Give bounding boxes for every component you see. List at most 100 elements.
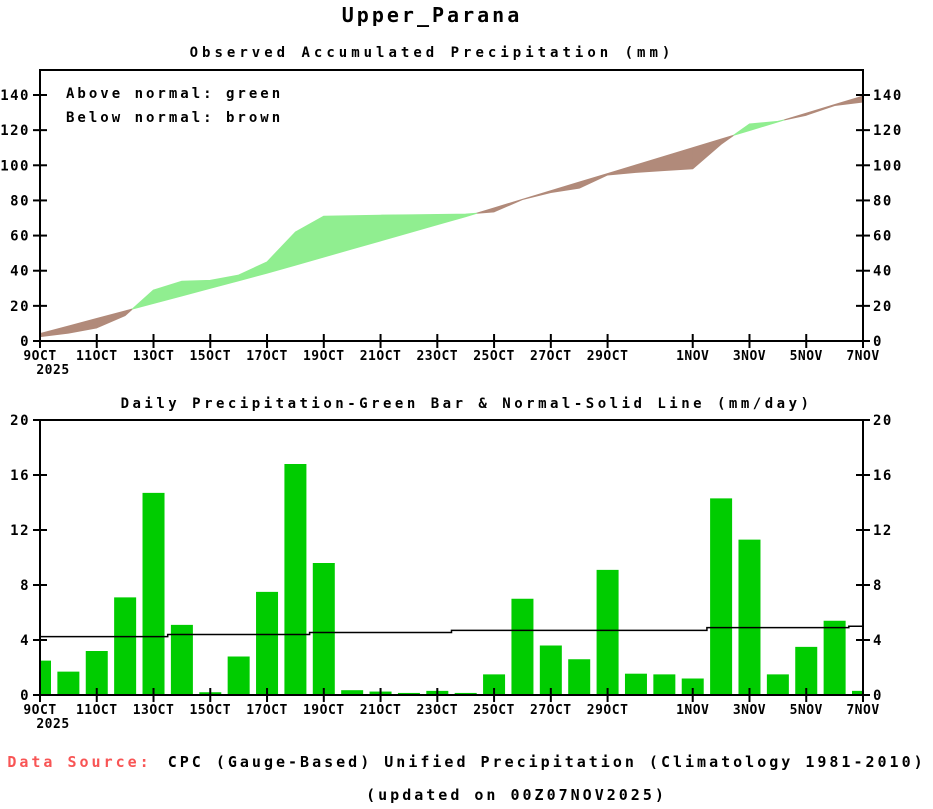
top-xlabel: 7NOV (846, 349, 879, 364)
precip-bar-2NOV (710, 498, 733, 695)
top-xlabel: 5NOV (790, 349, 823, 364)
plot-frame (39, 419, 864, 696)
top-chart-title: Observed Accumulated Precipitation (mm) (189, 45, 675, 61)
top-xlabel: 25OCT (473, 349, 515, 364)
top-ylabel-left: 100 (0, 158, 30, 174)
precip-bar-10OCT (57, 671, 80, 695)
legend-below-normal: Below normal: brown (66, 110, 284, 126)
top-ylabel-right: 20 (873, 299, 893, 315)
precip-bar-11OCT (85, 651, 108, 695)
bottom-chart-title: Daily Precipitation-Green Bar & Normal-S… (120, 396, 813, 412)
top-xlabel: 27OCT (530, 349, 572, 364)
bottom-xlabel: 27OCT (530, 703, 572, 718)
precip-bar-16OCT (227, 656, 250, 695)
precip-bar-25OCT (483, 674, 506, 695)
below-normal-area (39, 95, 864, 338)
precip-bar-13OCT (142, 492, 165, 695)
bottom-xlabel: 11OCT (76, 703, 118, 718)
top-ylabel-left: 20 (10, 299, 30, 315)
precip-bar-19OCT (312, 563, 335, 695)
top-ylabel-right: 0 (873, 334, 883, 350)
top-xlabel: 17OCT (246, 349, 288, 364)
bottom-xlabel: 21OCT (360, 703, 402, 718)
top-ylabel-right: 40 (873, 264, 893, 280)
top-chart: 0 0 20 20 40 40 60 60 80 80 100 100 120 120 140 140 9OCT… (0, 69, 903, 378)
bottom-ylabel-left: 4 (20, 633, 30, 649)
bottom-xlabel: 19OCT (303, 703, 345, 718)
bottom-xlabel: 5NOV (790, 703, 823, 718)
bottom-ylabel-left: 12 (10, 523, 30, 539)
bottom-chart: 0 0 4 4 8 8 12 12 16 16 20 20 9OCT 11OCT 13OCT 15OCT 17O… (10, 413, 893, 732)
precip-bar-12OCT (114, 597, 137, 695)
precip-bar-5NOV (795, 646, 818, 695)
daily-precip-bars (40, 464, 863, 695)
bottom-xlabel: 15OCT (189, 703, 231, 718)
top-xlabel: 11OCT (76, 349, 118, 364)
top-ylabel-right: 80 (873, 193, 893, 209)
precip-bar-18OCT (284, 464, 307, 695)
bottom-xlabel: 29OCT (587, 703, 629, 718)
bottom-xlabel: 7NOV (846, 703, 879, 718)
bottom-xlabel: 3NOV (733, 703, 766, 718)
bottom-ylabel-right: 12 (873, 523, 893, 539)
top-ylabel-left: 0 (20, 334, 30, 350)
precip-bar-14OCT (170, 624, 193, 695)
precip-bar-29OCT (596, 569, 619, 695)
top-ylabel-left: 40 (10, 264, 30, 280)
precip-bar-22OCT (397, 692, 420, 695)
top-ylabel-right: 100 (873, 158, 903, 174)
top-xlabel: 23OCT (416, 349, 458, 364)
precip-bar-24OCT (454, 692, 477, 695)
top-ylabel-right: 140 (873, 88, 903, 104)
top-xlabel-year: 2025 (36, 363, 69, 378)
top-xlabel: 15OCT (189, 349, 231, 364)
top-chart-legend: Above normal: green Below normal: brown (66, 82, 283, 130)
top-xlabel: 3NOV (733, 349, 766, 364)
bottom-ylabel-right: 20 (873, 413, 893, 429)
data-source-text: CPC (Gauge-Based) Unified Precipitation … (167, 753, 926, 771)
bottom-xlabel: 9OCT (23, 703, 56, 718)
precip-bar-27OCT (539, 645, 562, 695)
bottom-xlabel: 1NOV (676, 703, 709, 718)
bottom-xlabel-year: 2025 (36, 717, 69, 732)
data-source-label: Data Source: (7, 753, 152, 771)
bottom-xlabel: 17OCT (246, 703, 288, 718)
precip-bar-1NOV (681, 678, 704, 695)
bottom-ylabel-right: 4 (873, 633, 883, 649)
bottom-ylabel-left: 8 (20, 578, 30, 594)
bottom-xlabel: 13OCT (133, 703, 175, 718)
page-title: Upper_Parana (341, 3, 523, 27)
top-xlabel: 9OCT (23, 349, 56, 364)
bottom-xlabel: 23OCT (416, 703, 458, 718)
precip-bar-30OCT (624, 673, 647, 695)
precip-bar-28OCT (568, 659, 591, 695)
top-ylabel-left: 80 (10, 193, 30, 209)
bottom-ylabel-right: 16 (873, 468, 893, 484)
bottom-ylabel-left: 16 (10, 468, 30, 484)
top-ylabel-left: 60 (10, 229, 30, 245)
precip-bar-20OCT (341, 690, 364, 695)
bottom-xlabel: 25OCT (473, 703, 515, 718)
top-ylabel-right: 60 (873, 229, 893, 245)
precip-bar-3NOV (738, 539, 761, 695)
precip-bar-26OCT (511, 598, 534, 695)
top-ylabel-left: 120 (0, 123, 30, 139)
top-xlabel: 19OCT (303, 349, 345, 364)
top-xlabel: 21OCT (360, 349, 402, 364)
bottom-ylabel-right: 8 (873, 578, 883, 594)
precip-bar-6NOV (823, 620, 846, 695)
precip-bar-7NOV (852, 690, 863, 695)
precip-bar-17OCT (256, 591, 279, 695)
updated-line: (updated on 00Z07NOV2025) (366, 786, 667, 804)
top-xlabel: 1NOV (676, 349, 709, 364)
top-ylabel-right: 120 (873, 123, 903, 139)
plot-frame (39, 69, 864, 342)
top-xlabel: 13OCT (133, 349, 175, 364)
precip-bar-9OCT (40, 660, 51, 695)
data-source-line: Data Source: CPC (Gauge-Based) Unified Pr… (0, 753, 933, 771)
bottom-ylabel-left: 0 (20, 688, 30, 704)
top-xlabel: 29OCT (587, 349, 629, 364)
above-normal-area (131, 119, 785, 310)
